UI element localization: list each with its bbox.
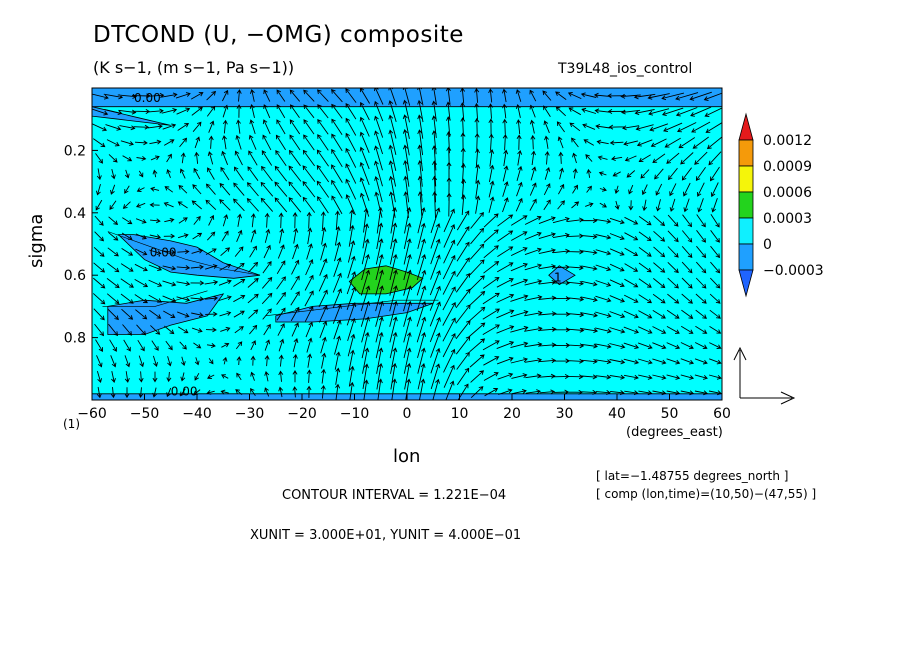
x-tick-label: −10 xyxy=(340,406,370,422)
vector-field-layer xyxy=(92,88,722,400)
colorbar-swatch xyxy=(738,112,754,141)
axis-footnote: (1) xyxy=(63,417,80,431)
contour-label-layer: 0.00 0.00 0.00 1 xyxy=(134,91,562,398)
x-axis: −60 −50 −40 −30 −20 −10 0 10 20 30 40 50 60 xyxy=(77,394,731,422)
contour-label: 0.00 xyxy=(171,384,198,398)
colorbar-swatch xyxy=(738,139,754,167)
contour-line xyxy=(102,290,208,307)
contour-line xyxy=(265,299,439,317)
colorbar-swatch xyxy=(738,165,754,193)
run-name: T39L48_ios_control xyxy=(558,61,693,77)
x-tick-label: −60 xyxy=(77,406,107,422)
x-tick-label: 60 xyxy=(713,406,731,422)
contour-region xyxy=(107,293,225,335)
colorbar-label: 0.0006 xyxy=(763,185,812,201)
colorbar-swatch xyxy=(738,191,754,219)
colorbar-swatch xyxy=(738,269,754,298)
contour-label: 0.00 xyxy=(150,245,177,259)
x-tick-label: 50 xyxy=(661,406,679,422)
chart-title: DTCOND (U, −OMG) composite xyxy=(93,22,464,48)
y-tick-label: 0.6 xyxy=(64,268,86,284)
plot-area xyxy=(92,88,722,400)
x-tick-label: −50 xyxy=(130,406,160,422)
contour-label: 1 xyxy=(554,270,562,284)
composite-info: [ comp (lon,time)=(10,50)−(47,55) ] xyxy=(596,487,817,501)
reference-vector xyxy=(733,346,796,405)
y-tick-label: 0.4 xyxy=(64,206,86,222)
x-tick-label: −20 xyxy=(287,406,317,422)
colorbar-label: 0 xyxy=(763,237,772,253)
x-tick-label: 30 xyxy=(556,406,574,422)
x-axis-label: lon xyxy=(393,446,421,467)
x-tick-label: 0 xyxy=(403,406,412,422)
vector-units: XUNIT = 3.000E+01, YUNIT = 4.000E−01 xyxy=(250,528,522,543)
x-tick-label: 10 xyxy=(451,406,469,422)
contour-region xyxy=(548,265,576,286)
y-axis: 0.2 0.4 0.6 0.8 xyxy=(64,143,98,347)
contour-line xyxy=(107,231,261,276)
x-tick-label: −40 xyxy=(182,406,212,422)
y-tick-label: 0.8 xyxy=(64,331,86,347)
colorbar-label: 0.0009 xyxy=(763,159,812,175)
x-axis-units: (degrees_east) xyxy=(626,425,723,440)
y-axis-label: sigma xyxy=(26,213,47,268)
contour-region xyxy=(275,302,434,323)
x-tick-label: −30 xyxy=(235,406,265,422)
contour-label: 0.00 xyxy=(134,91,161,105)
chart-subtitle: (K s−1, (m s−1, Pa s−1)) xyxy=(93,58,295,77)
colorbar-label: 0.0012 xyxy=(763,133,812,149)
colorbar-swatch xyxy=(738,243,754,271)
latitude-info: [ lat=−1.48755 degrees_north ] xyxy=(596,469,789,483)
colorbar-label: 0.0003 xyxy=(763,211,812,227)
contour-line-layer xyxy=(102,231,439,317)
wind-vectors xyxy=(92,88,722,400)
colorbar-label: −0.0003 xyxy=(763,263,824,279)
contour-interval: CONTOUR INTERVAL = 1.221E−04 xyxy=(282,488,507,503)
x-tick-label: 40 xyxy=(608,406,626,422)
colorbar: 0.0012 0.0009 0.0006 0.0003 0 −0.0003 xyxy=(738,112,824,298)
x-tick-label: 20 xyxy=(503,406,521,422)
colorbar-swatch xyxy=(738,217,754,245)
contour-region xyxy=(92,106,171,126)
y-tick-label: 0.2 xyxy=(64,143,86,159)
